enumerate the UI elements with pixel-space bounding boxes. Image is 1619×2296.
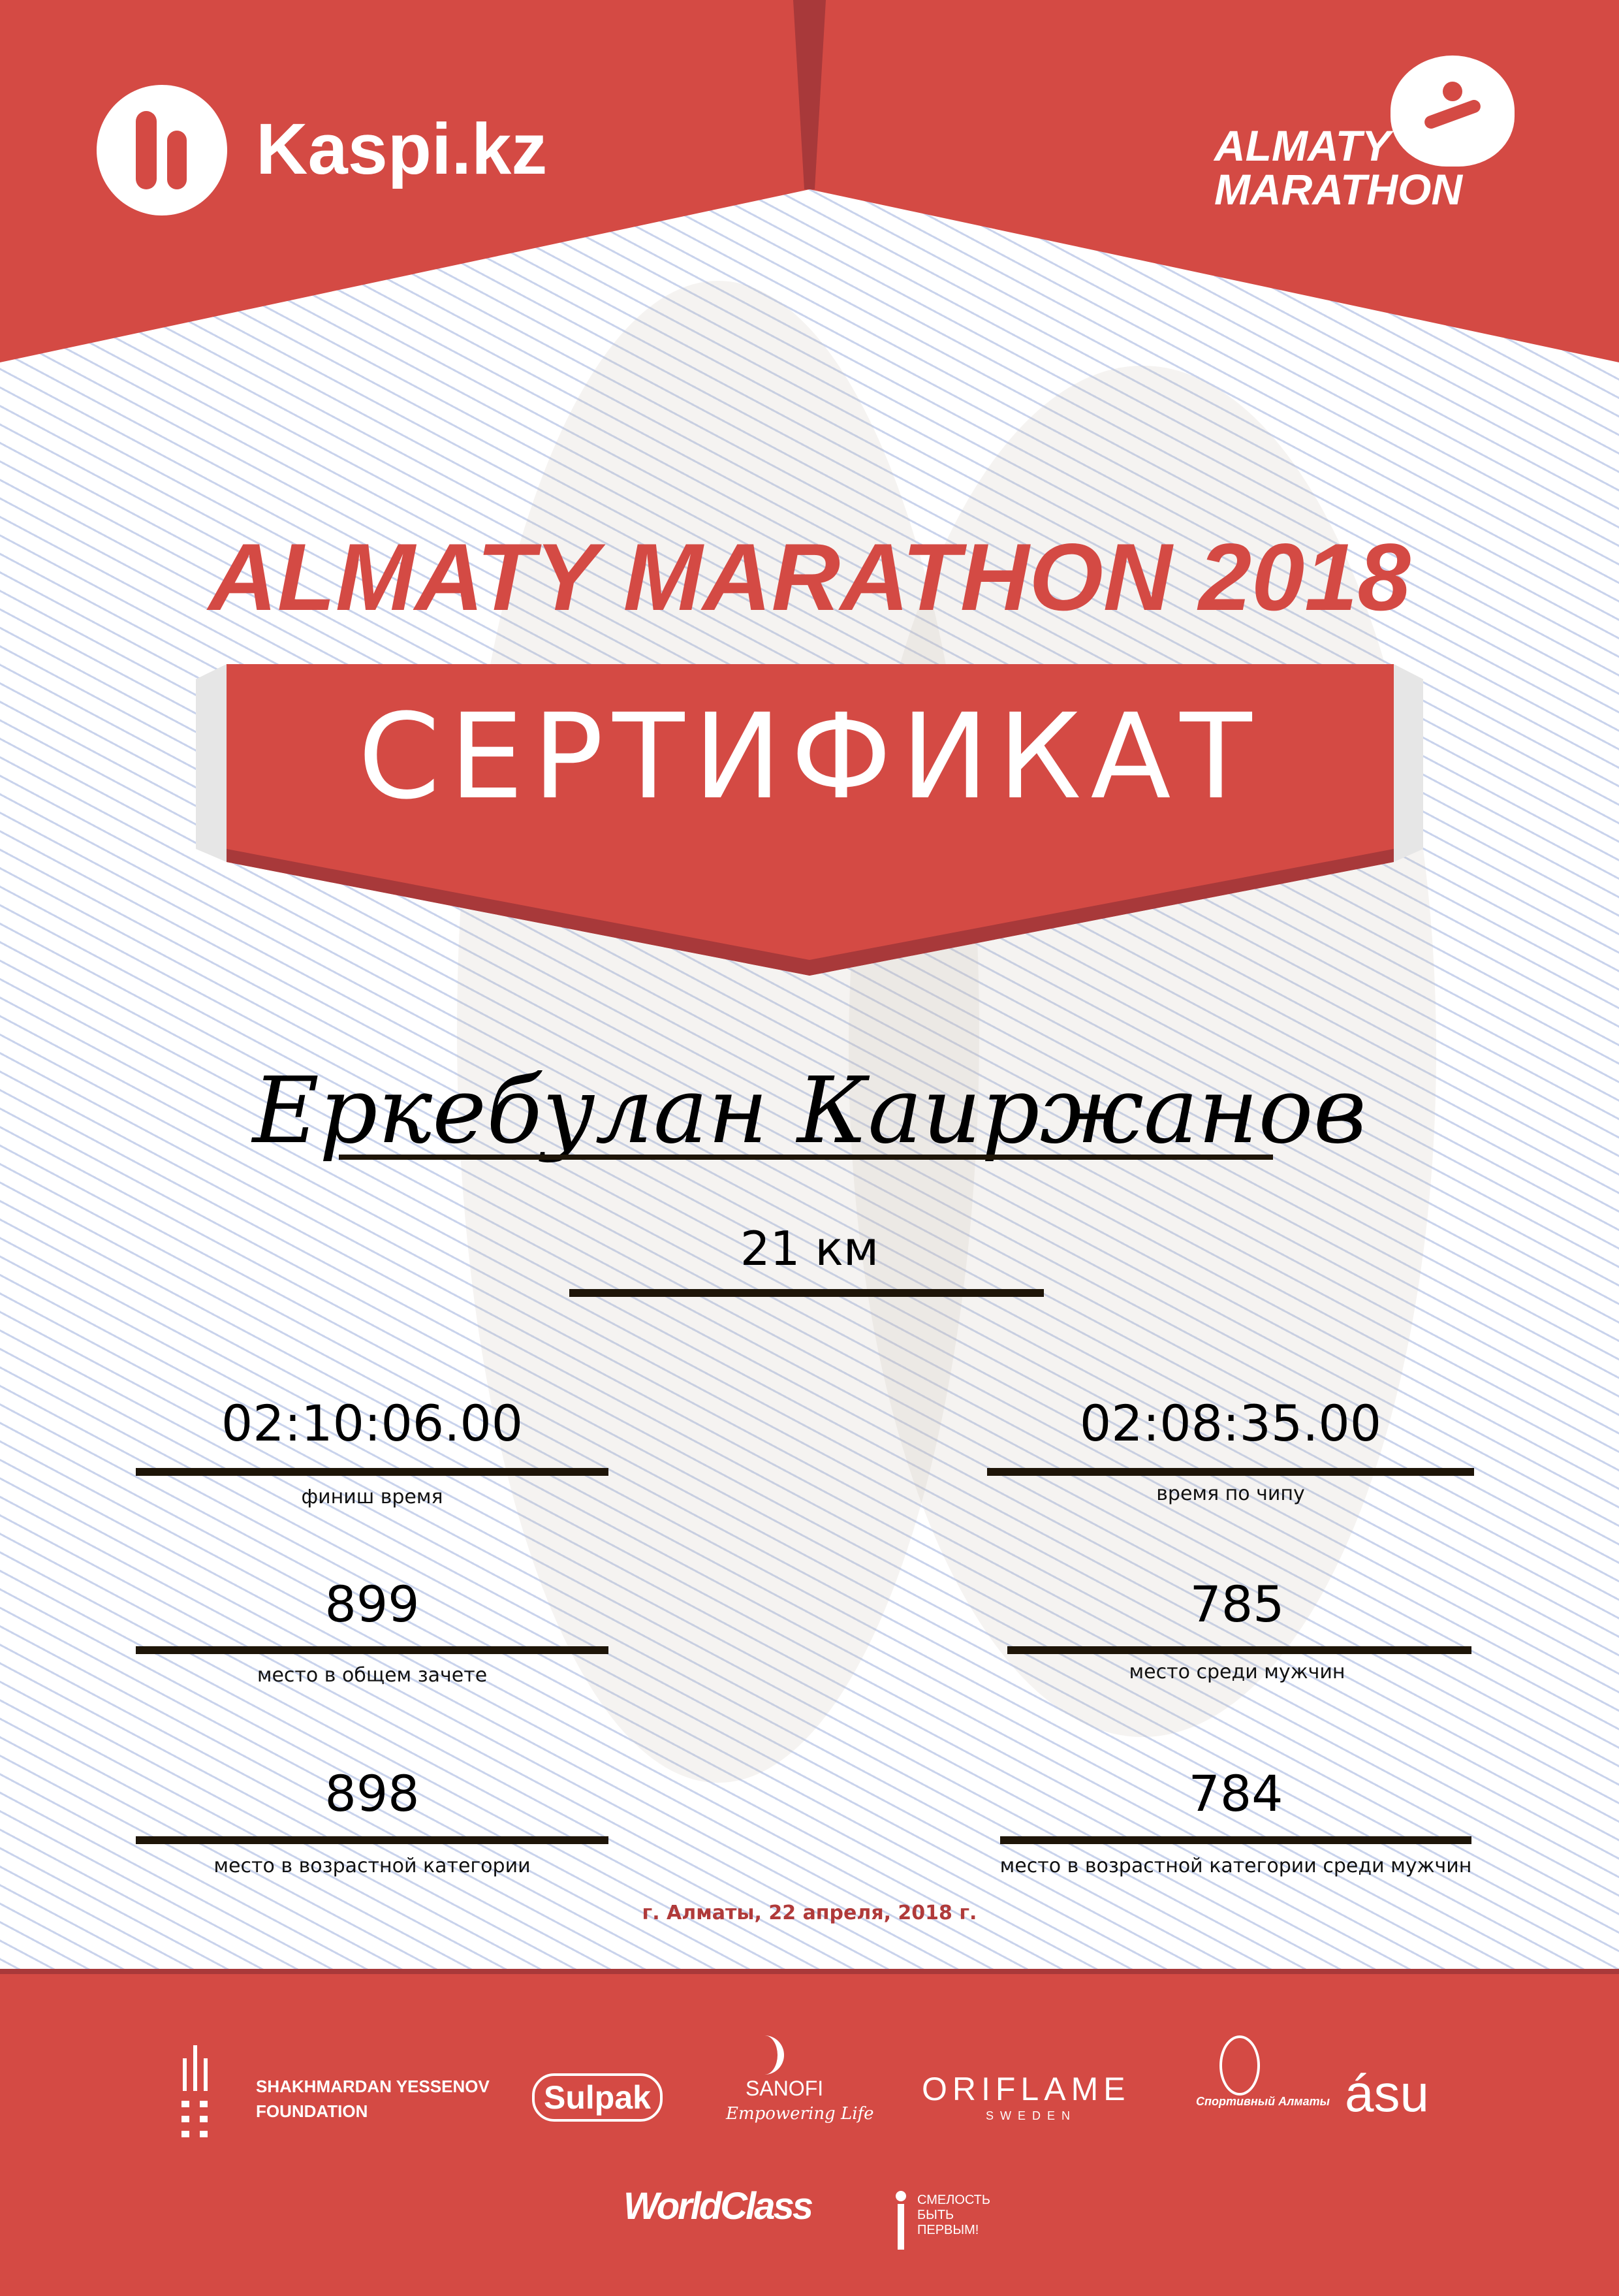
overall-place-label: место в общем зачете xyxy=(257,1664,488,1687)
event-title: ALMATY MARATHON 2018 xyxy=(208,524,1411,630)
sanofi-bird-icon xyxy=(759,2035,784,2075)
almaty-marathon-logo-icon xyxy=(1391,56,1515,167)
yessenov-logo-line1: SHAKHMARDAN YESSENOV xyxy=(256,2077,490,2096)
kaspi-logo xyxy=(97,85,227,215)
men-place-underline xyxy=(1007,1646,1471,1654)
certificate-heading: СЕРТИФИКАТ xyxy=(358,689,1261,825)
footer-band xyxy=(0,1969,1619,2296)
distance-underline xyxy=(569,1289,1044,1297)
sport-almaty-emblem-icon xyxy=(1219,2035,1260,2096)
sanofi-logo: SANOFI xyxy=(746,2077,824,2100)
men-place-value: 785 xyxy=(1189,1575,1285,1633)
finish-time-underline xyxy=(136,1468,608,1476)
age-place-underline xyxy=(136,1836,608,1844)
distance: 21 км xyxy=(740,1221,879,1276)
almaty-marathon-logo-line1: ALMATY xyxy=(1214,121,1391,170)
sulpak-logo: Sulpak xyxy=(532,2073,663,2122)
fund-logo-line3: ПЕРВЫМ! xyxy=(917,2223,979,2237)
sanofi-tagline: Empowering Life xyxy=(726,2104,874,2124)
overall-place-value: 899 xyxy=(324,1575,420,1633)
yessenov-logo-icon xyxy=(181,2045,221,2140)
age-place-value: 898 xyxy=(324,1764,420,1823)
chip-time-underline xyxy=(987,1468,1474,1476)
oriflame-logo: ORIFLAME xyxy=(922,2071,1131,2107)
chip-time-label: время по чипу xyxy=(1156,1482,1305,1505)
sport-almaty-logo: Спортивный Алматы xyxy=(1196,2095,1330,2108)
age-men-place-label: место в возрастной категории среди мужчи… xyxy=(999,1855,1472,1877)
finish-time-label: финиш время xyxy=(301,1486,443,1508)
age-men-place-value: 784 xyxy=(1188,1764,1283,1823)
kaspi-logo-text: Kaspi.kz xyxy=(256,109,548,189)
oriflame-sub: SWEDEN xyxy=(986,2109,1077,2122)
asu-logo: ásu xyxy=(1345,2064,1429,2122)
certificate-banner xyxy=(196,664,1423,976)
chip-time-value: 02:08:35.00 xyxy=(1079,1394,1382,1452)
participant-name: Еркебулан Каиржанов xyxy=(252,1058,1367,1164)
fund-figure-icon xyxy=(894,2191,907,2250)
name-underline xyxy=(339,1155,1273,1160)
fund-logo-line1: СМЕЛОСТЬ xyxy=(917,2193,991,2207)
overall-place-underline xyxy=(136,1646,608,1654)
worldclass-logo: WorldClass xyxy=(623,2185,813,2227)
issue-date: г. Алматы, 22 апреля, 2018 г. xyxy=(642,1902,977,1924)
men-place-label: место среди мужчин xyxy=(1129,1661,1345,1683)
finish-time-value: 02:10:06.00 xyxy=(221,1394,524,1452)
yessenov-logo-line2: FOUNDATION xyxy=(256,2101,368,2121)
runner-photo-man xyxy=(457,281,979,1783)
fund-logo-line2: БЫТЬ xyxy=(917,2208,954,2222)
runner-photo-woman xyxy=(849,366,1436,1737)
almaty-marathon-logo-line2: MARATHON xyxy=(1214,165,1463,214)
age-men-place-underline xyxy=(1000,1836,1471,1844)
age-place-label: место в возрастной категории xyxy=(213,1855,531,1877)
header-band xyxy=(0,0,1619,362)
